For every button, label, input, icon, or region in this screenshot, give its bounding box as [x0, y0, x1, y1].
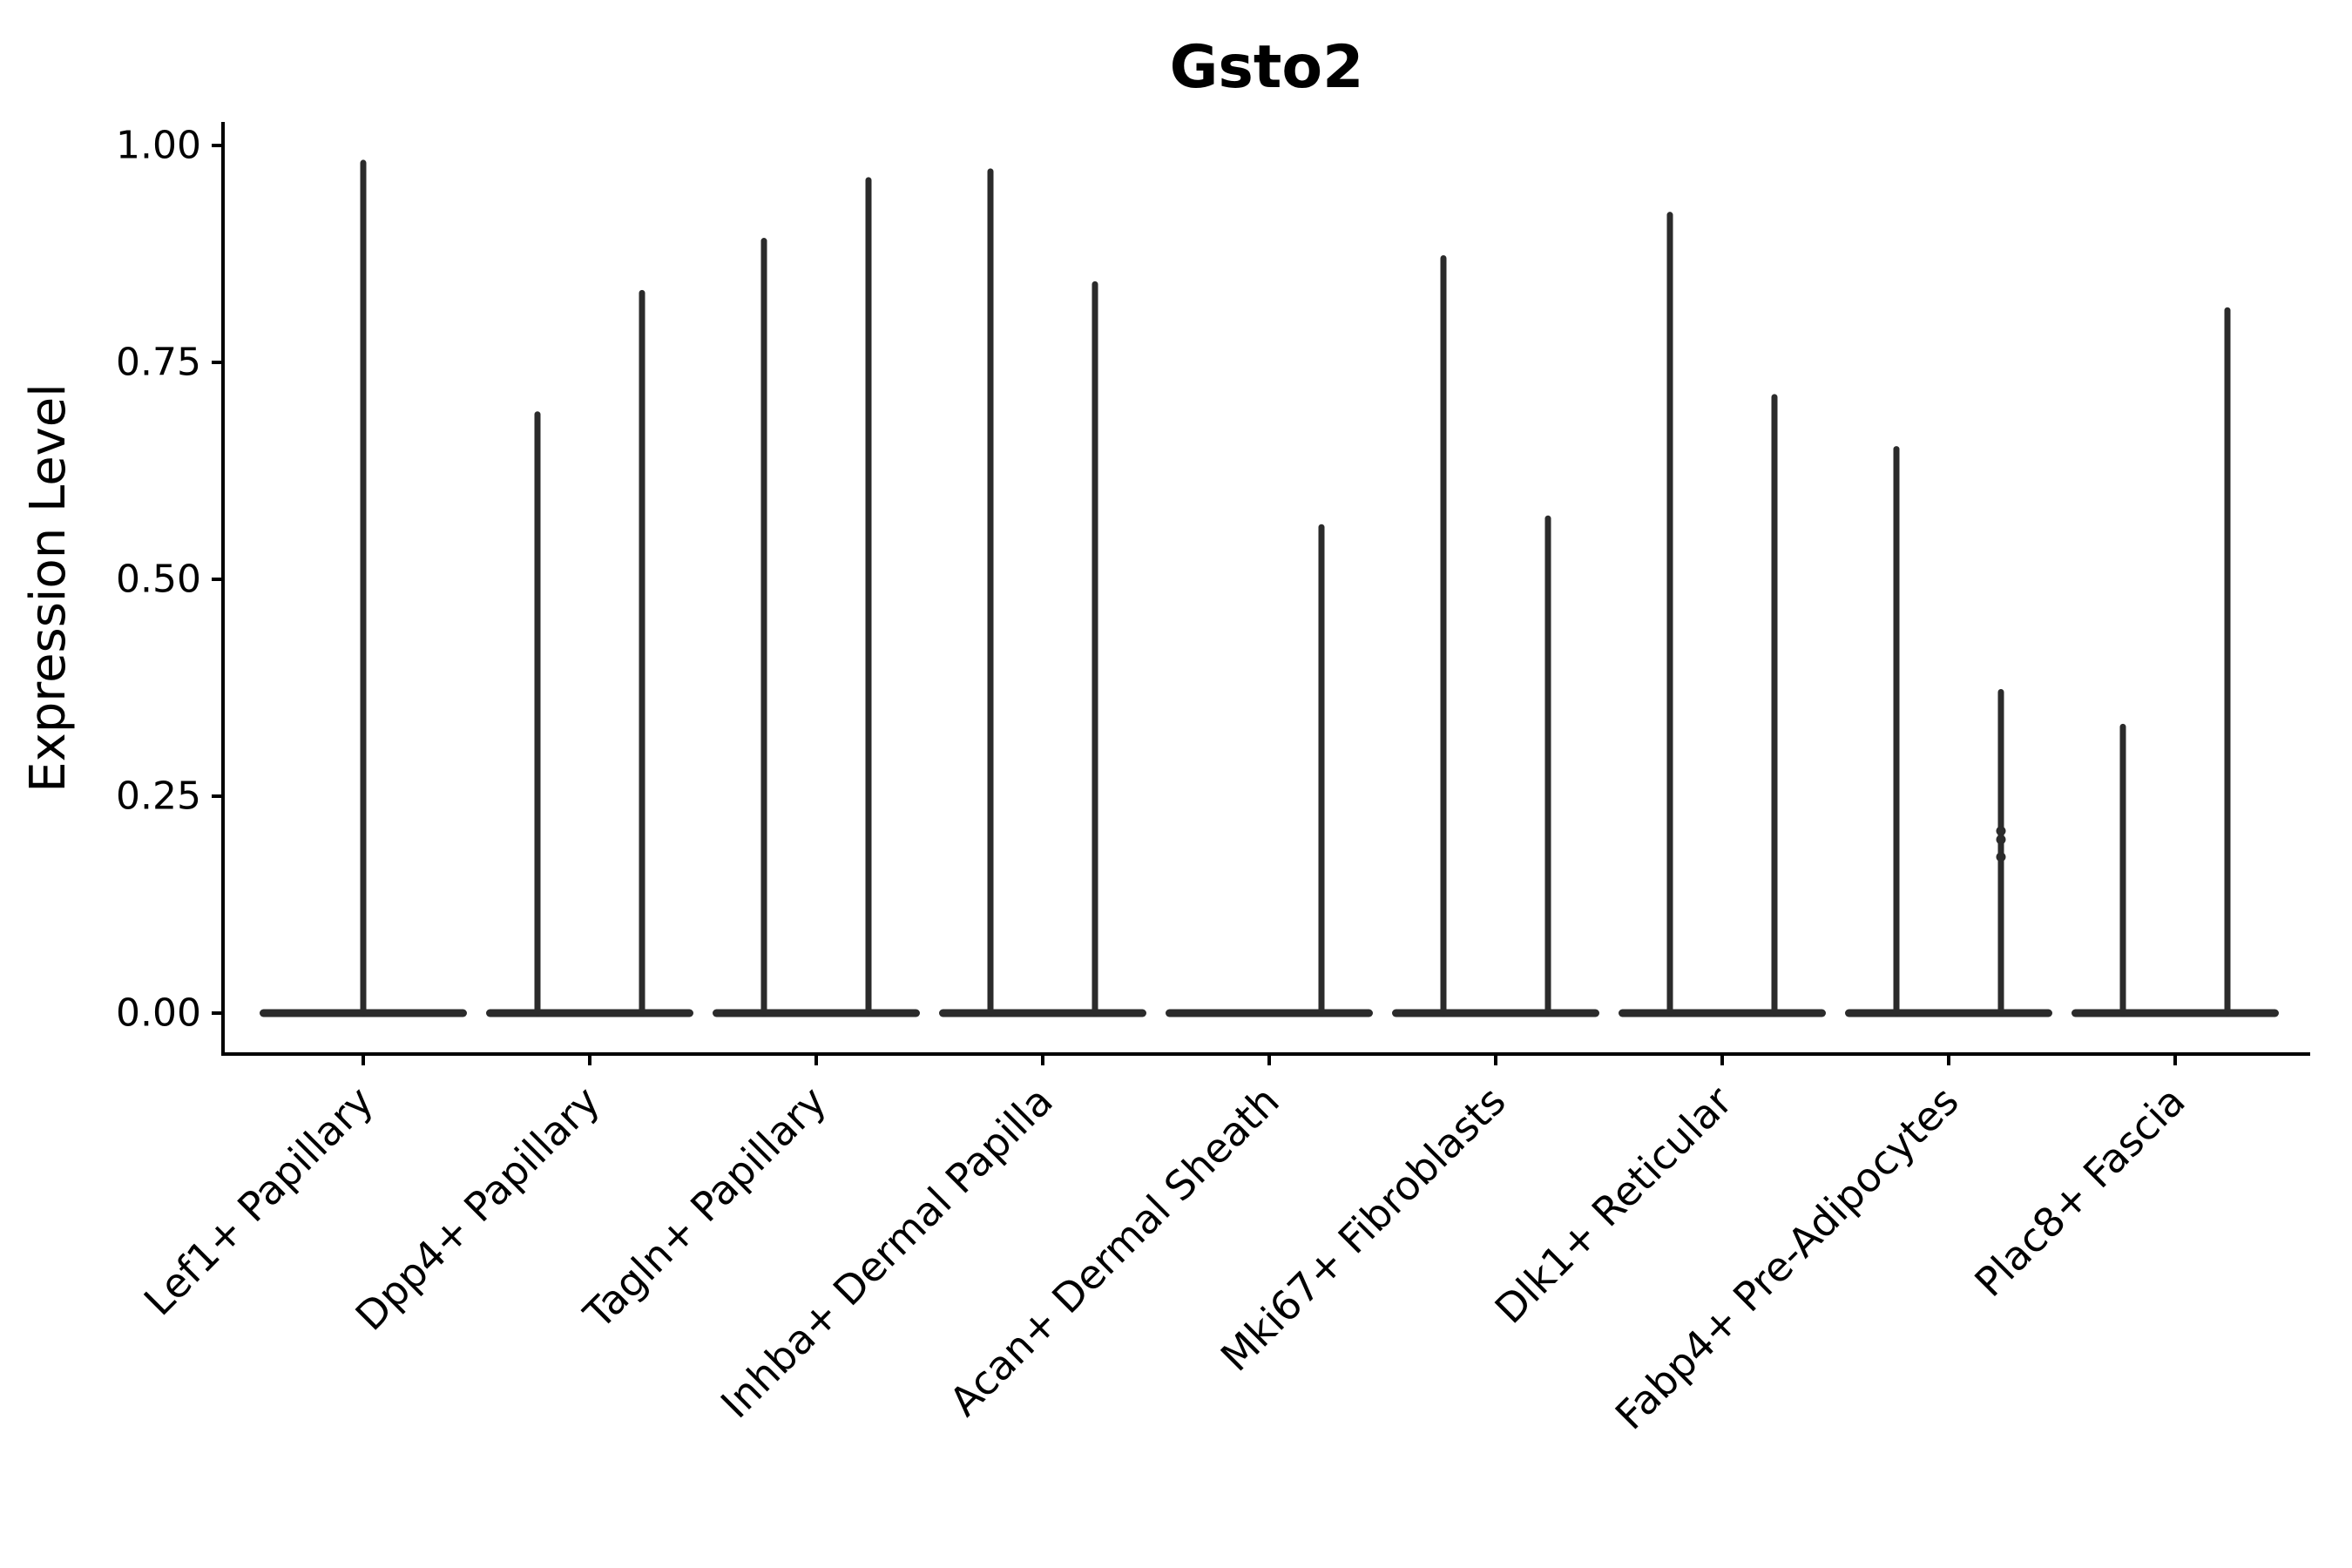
y-tick-label: 1.00: [116, 124, 201, 168]
x-tick-label: Dpp4+ Papillary: [347, 1078, 609, 1340]
y-tick-label: 0.75: [116, 341, 201, 385]
violin-baseline: [713, 1009, 920, 1017]
y-axis-title: Expression Level: [20, 383, 77, 793]
outlier-point: [1996, 835, 2006, 845]
outlier-point: [1996, 852, 2006, 862]
violin-baseline: [1619, 1009, 1826, 1017]
violin-baseline: [939, 1009, 1146, 1017]
violin-baseline: [1166, 1009, 1373, 1017]
y-tick-label: 0.50: [116, 558, 201, 602]
y-tick-label: 0.00: [116, 991, 201, 1036]
x-tick-label: Dlk1+ Reticular: [1486, 1078, 1741, 1333]
violin-baseline: [1845, 1009, 2052, 1017]
violin-baseline: [1392, 1009, 1599, 1017]
y-tick-label: 0.25: [116, 774, 201, 819]
chart-title: Gsto2: [1170, 33, 1364, 102]
violin-baseline: [486, 1009, 693, 1017]
x-tick-label: Tagln+ Papillary: [574, 1078, 835, 1339]
x-tick-label: Lef1+ Papillary: [135, 1078, 382, 1325]
violin-baseline: [2072, 1009, 2279, 1017]
outlier-point: [1996, 826, 2006, 836]
x-tick-label: Plac8+ Fascia: [1965, 1078, 2193, 1306]
